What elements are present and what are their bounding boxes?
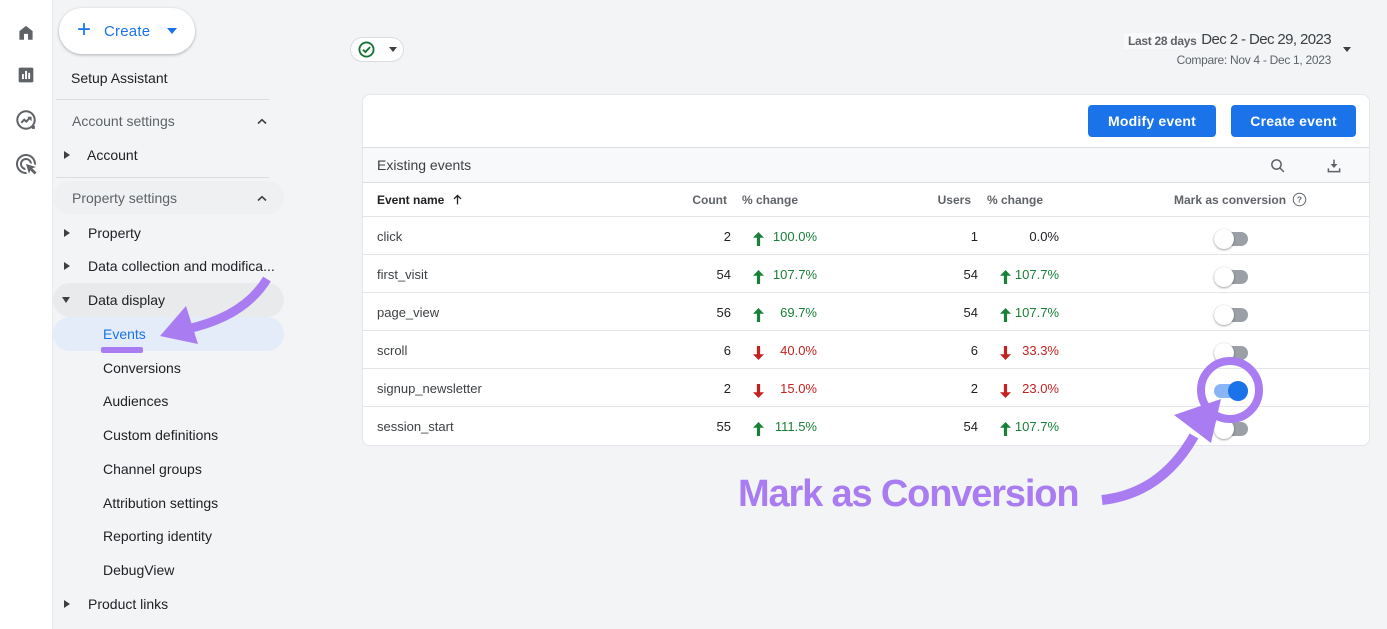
svg-text:?: ? [1297,195,1302,204]
